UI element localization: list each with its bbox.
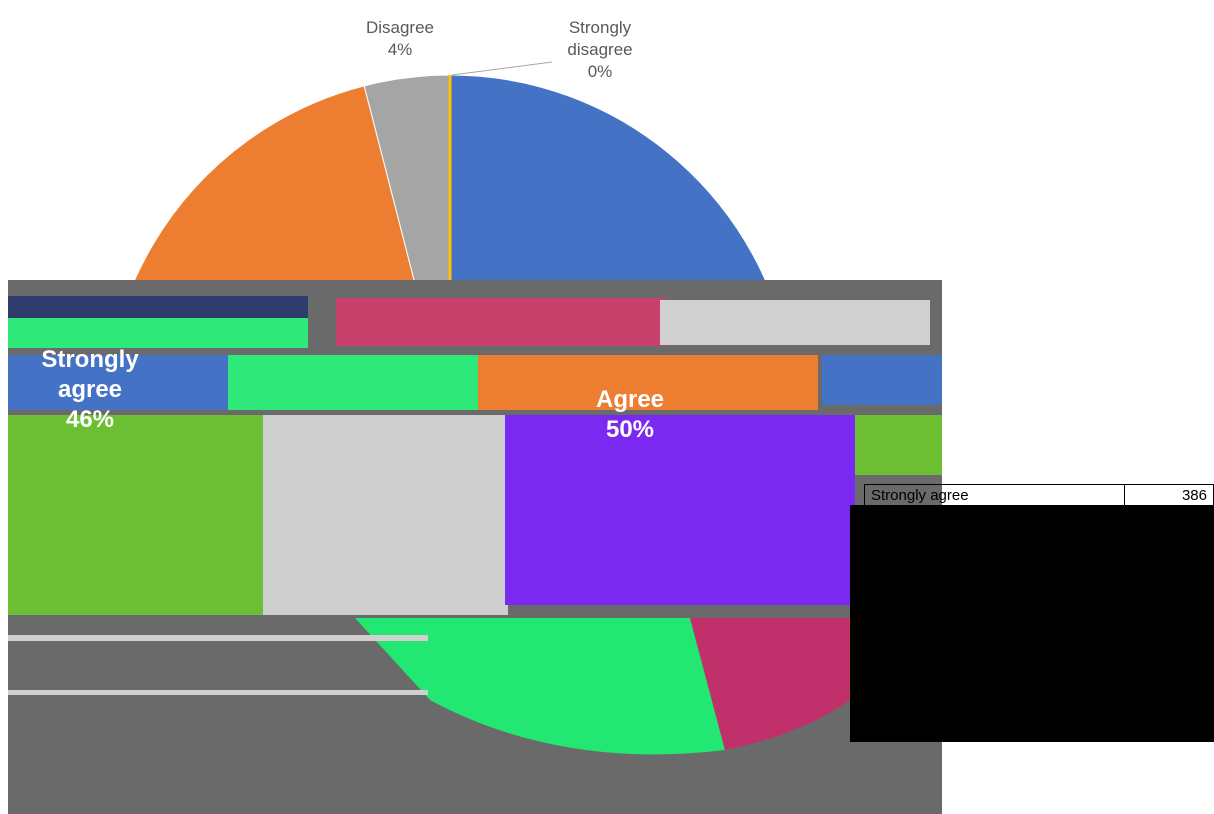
data-label: Strongly disagree 0% [545,17,655,83]
leader-line [451,61,553,76]
data-label: Strongly agree 46% [20,345,160,435]
category-label: Disagree [365,18,435,37]
table-cell: 386 [1123,484,1214,507]
data-table: Strongly agree 386 [864,484,1214,507]
percent-label: 4% [387,40,413,59]
percent-label: 46% [65,406,115,433]
redaction [850,505,1214,742]
data-label: Disagree 4% [345,17,455,61]
rendering-glitch [8,280,942,814]
category-label: Strongly agree [41,346,139,403]
percent-label: 50% [605,416,655,443]
table-cell: Strongly agree [864,484,1125,507]
category-label: Strongly disagree [567,18,633,59]
percent-label: 0% [587,62,613,81]
table-row: Strongly agree 386 [864,484,1214,507]
data-label: Agree 50% [560,385,700,445]
category-label: Agree [595,386,665,413]
